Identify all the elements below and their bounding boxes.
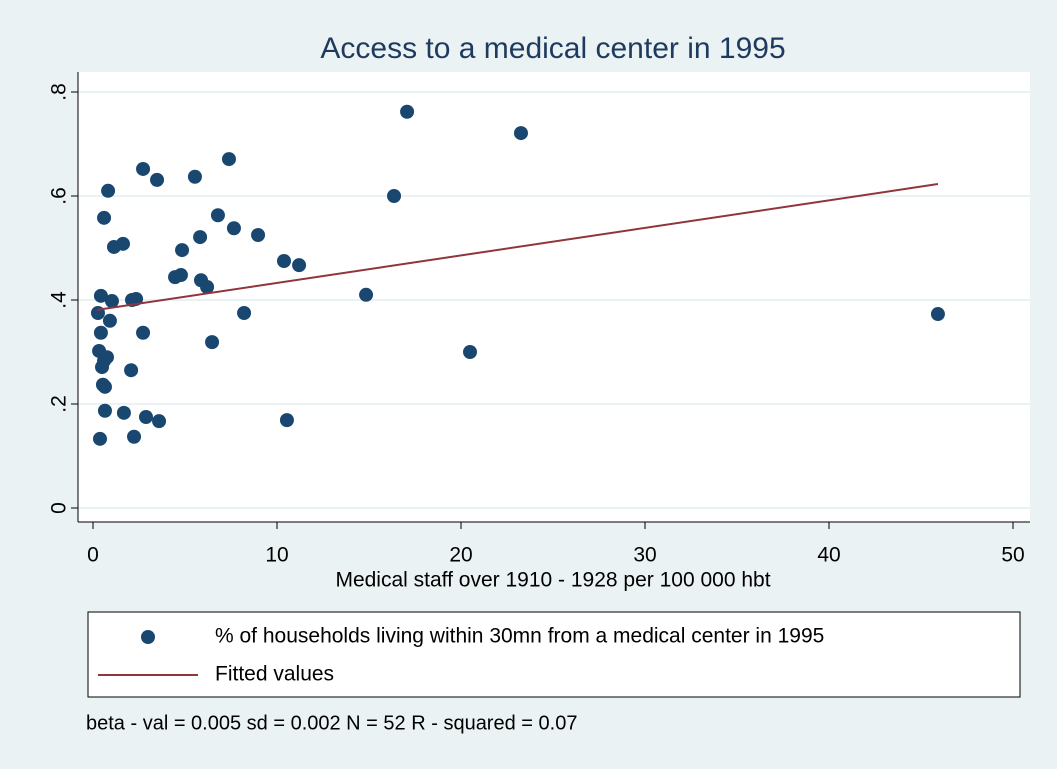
scatter-point <box>93 325 108 340</box>
scatter-point <box>106 239 121 254</box>
x-tick-label: 0 <box>87 544 99 567</box>
scatter-point <box>97 403 112 418</box>
scatter-point <box>251 228 266 242</box>
y-tick-label: .8 <box>48 83 71 101</box>
x-axis-label: Medical staff over 1910 - 1928 per 100 0… <box>335 569 770 592</box>
scatter-point <box>930 307 945 322</box>
scatter-point <box>97 210 112 225</box>
x-tick-label: 50 <box>1001 544 1024 567</box>
scatter-point <box>513 126 528 141</box>
scatter-point <box>104 294 119 309</box>
legend-box <box>87 611 1021 698</box>
scatter-point <box>124 363 139 378</box>
scatter-point <box>387 189 402 203</box>
y-tick-label: .4 <box>48 291 71 309</box>
y-tick-label: .6 <box>48 187 71 205</box>
scatter-point <box>400 104 415 119</box>
scatter-point <box>101 183 116 198</box>
x-tick-label: 30 <box>633 544 656 567</box>
scatter-point <box>97 379 112 394</box>
legend-marker <box>141 630 155 644</box>
scatter-point <box>168 270 183 285</box>
chart-title: Access to a medical center in 1995 <box>320 32 785 65</box>
scatter-point <box>210 208 225 223</box>
note: beta - val = 0.005 sd = 0.002 N = 52 R -… <box>86 712 577 734</box>
scatter-point <box>205 335 220 350</box>
x-tick-label: 10 <box>265 544 288 567</box>
scatter-point <box>152 414 167 429</box>
scatter-point <box>136 161 151 176</box>
scatter-point <box>150 172 165 187</box>
y-tick-label: .2 <box>48 395 71 413</box>
scatter-point <box>276 254 291 268</box>
legend-label: Fitted values <box>215 663 334 686</box>
scatter-point <box>95 360 110 375</box>
scatter-point <box>102 313 117 328</box>
scatter-point <box>116 405 131 420</box>
scatter-point <box>237 306 252 320</box>
scatter-point <box>175 243 190 258</box>
y-tick-label: 0 <box>48 502 71 514</box>
fitted-line <box>96 183 939 311</box>
scatter-point <box>463 345 478 359</box>
scatter-point <box>193 230 208 245</box>
x-tick-label: 20 <box>449 544 472 567</box>
legend-label: % of households living within 30mn from … <box>215 625 824 648</box>
scatter-point <box>136 325 151 340</box>
scatter-point <box>127 429 142 444</box>
scatter-point <box>279 413 294 428</box>
scatter-point <box>138 410 153 424</box>
scatter-point <box>226 221 241 236</box>
scatter-point <box>92 431 107 446</box>
scatter-point <box>93 288 108 303</box>
scatter-point <box>292 258 307 273</box>
scatter-point <box>221 152 236 167</box>
scatter-point <box>200 280 215 294</box>
x-tick-label: 40 <box>817 544 840 567</box>
scatter-point <box>187 169 202 184</box>
plot-area <box>78 72 1030 522</box>
scatter-point <box>359 287 374 302</box>
